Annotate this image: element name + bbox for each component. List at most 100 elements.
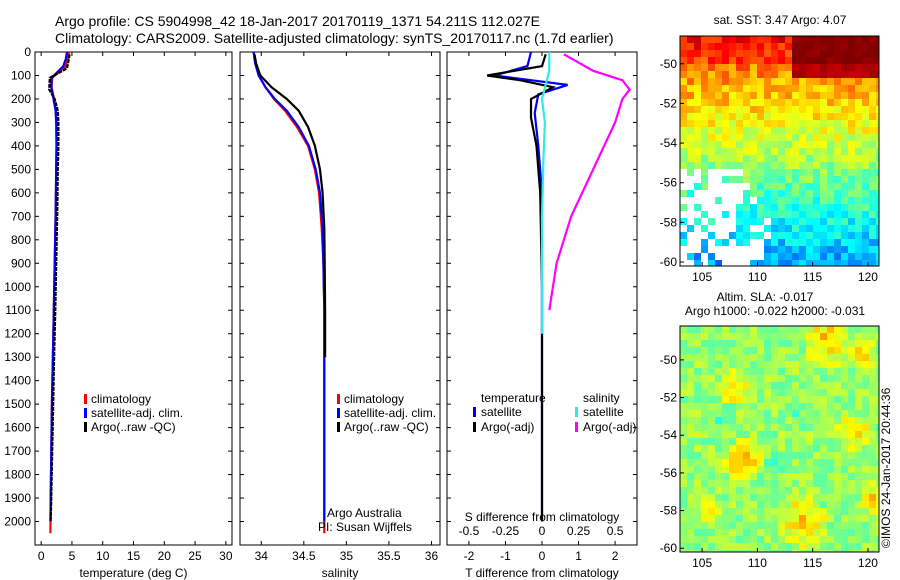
map-cell (827, 501, 834, 508)
map-cell (876, 43, 879, 50)
map-cell (862, 183, 869, 190)
map-cell (806, 232, 813, 239)
map-cell (820, 148, 827, 155)
map-cell (820, 536, 827, 543)
map-cell (694, 162, 701, 169)
map-cell (813, 211, 820, 218)
map-cell (722, 232, 729, 239)
map-cell (757, 260, 764, 266)
map-cell (715, 204, 722, 211)
map-cell (876, 57, 879, 64)
map-cell (694, 431, 701, 438)
map-cell (820, 211, 827, 218)
map-cell (722, 368, 729, 375)
map-cell (813, 536, 820, 543)
map-cell (841, 403, 848, 410)
map-cell (708, 232, 715, 239)
map-cell (855, 536, 862, 543)
map-cell (792, 57, 799, 64)
map-cell (715, 71, 722, 78)
map-cell (764, 253, 771, 260)
map-cell (848, 452, 855, 459)
map-cell (715, 155, 722, 162)
map-cell (743, 64, 750, 71)
map-cell (806, 260, 813, 266)
map-cell (827, 410, 834, 417)
map-cell (750, 225, 757, 232)
map-cell (743, 382, 750, 389)
map-cell (813, 253, 820, 260)
map-cell (771, 326, 778, 333)
map-cell (792, 515, 799, 522)
map-cell (813, 431, 820, 438)
map-cell (876, 340, 879, 347)
map-cell (729, 169, 736, 176)
map-cell (694, 120, 701, 127)
map-cell (701, 473, 708, 480)
map-cell (813, 127, 820, 134)
map-cell (841, 113, 848, 120)
map-cell (848, 417, 855, 424)
map-cell (876, 396, 879, 403)
map-cell (855, 389, 862, 396)
map-cell (729, 543, 736, 550)
map-cell (806, 253, 813, 260)
map-cell (806, 43, 813, 50)
map-cell (722, 211, 729, 218)
map-cell (820, 326, 827, 333)
map-cell (708, 424, 715, 431)
map-cell (736, 354, 743, 361)
map-cell (722, 162, 729, 169)
map-cell (834, 57, 841, 64)
map-cell (855, 508, 862, 515)
map-cell (771, 239, 778, 246)
map-cell (834, 536, 841, 543)
map-cell (715, 543, 722, 550)
map-cell (848, 536, 855, 543)
map-cell (694, 452, 701, 459)
map-cell (848, 85, 855, 92)
map-cell (806, 529, 813, 536)
map-cell (834, 410, 841, 417)
map-cell (813, 204, 820, 211)
map-cell (862, 239, 869, 246)
map-cell (729, 36, 736, 43)
map-cell (778, 452, 785, 459)
map-cell (701, 466, 708, 473)
map-cell (792, 494, 799, 501)
map-cell (834, 141, 841, 148)
map-cell (687, 148, 694, 155)
map-cell (708, 176, 715, 183)
map-cell (820, 389, 827, 396)
map-cell (680, 543, 687, 550)
map-cell (757, 473, 764, 480)
map-cell (848, 176, 855, 183)
map-cell (750, 347, 757, 354)
map-cell (841, 382, 848, 389)
map-cell (729, 204, 736, 211)
map-cell (792, 487, 799, 494)
map-cell (736, 204, 743, 211)
map-cell (820, 424, 827, 431)
map-cell (862, 211, 869, 218)
map-cell (771, 417, 778, 424)
map-cell (771, 99, 778, 106)
map-cell (813, 36, 820, 43)
map-cell (708, 64, 715, 71)
map-cell (680, 494, 687, 501)
map-cell (771, 85, 778, 92)
map-cell (785, 239, 792, 246)
map-cell (736, 99, 743, 106)
map-cell (694, 375, 701, 382)
map-cell (729, 162, 736, 169)
map-cell (743, 113, 750, 120)
map-cell (680, 162, 687, 169)
map-cell (687, 375, 694, 382)
map-cell (722, 64, 729, 71)
map-cell (792, 253, 799, 260)
map-cell (820, 361, 827, 368)
map-cell (820, 43, 827, 50)
map-cell (750, 550, 757, 552)
map-cell (736, 36, 743, 43)
map-cell (680, 480, 687, 487)
